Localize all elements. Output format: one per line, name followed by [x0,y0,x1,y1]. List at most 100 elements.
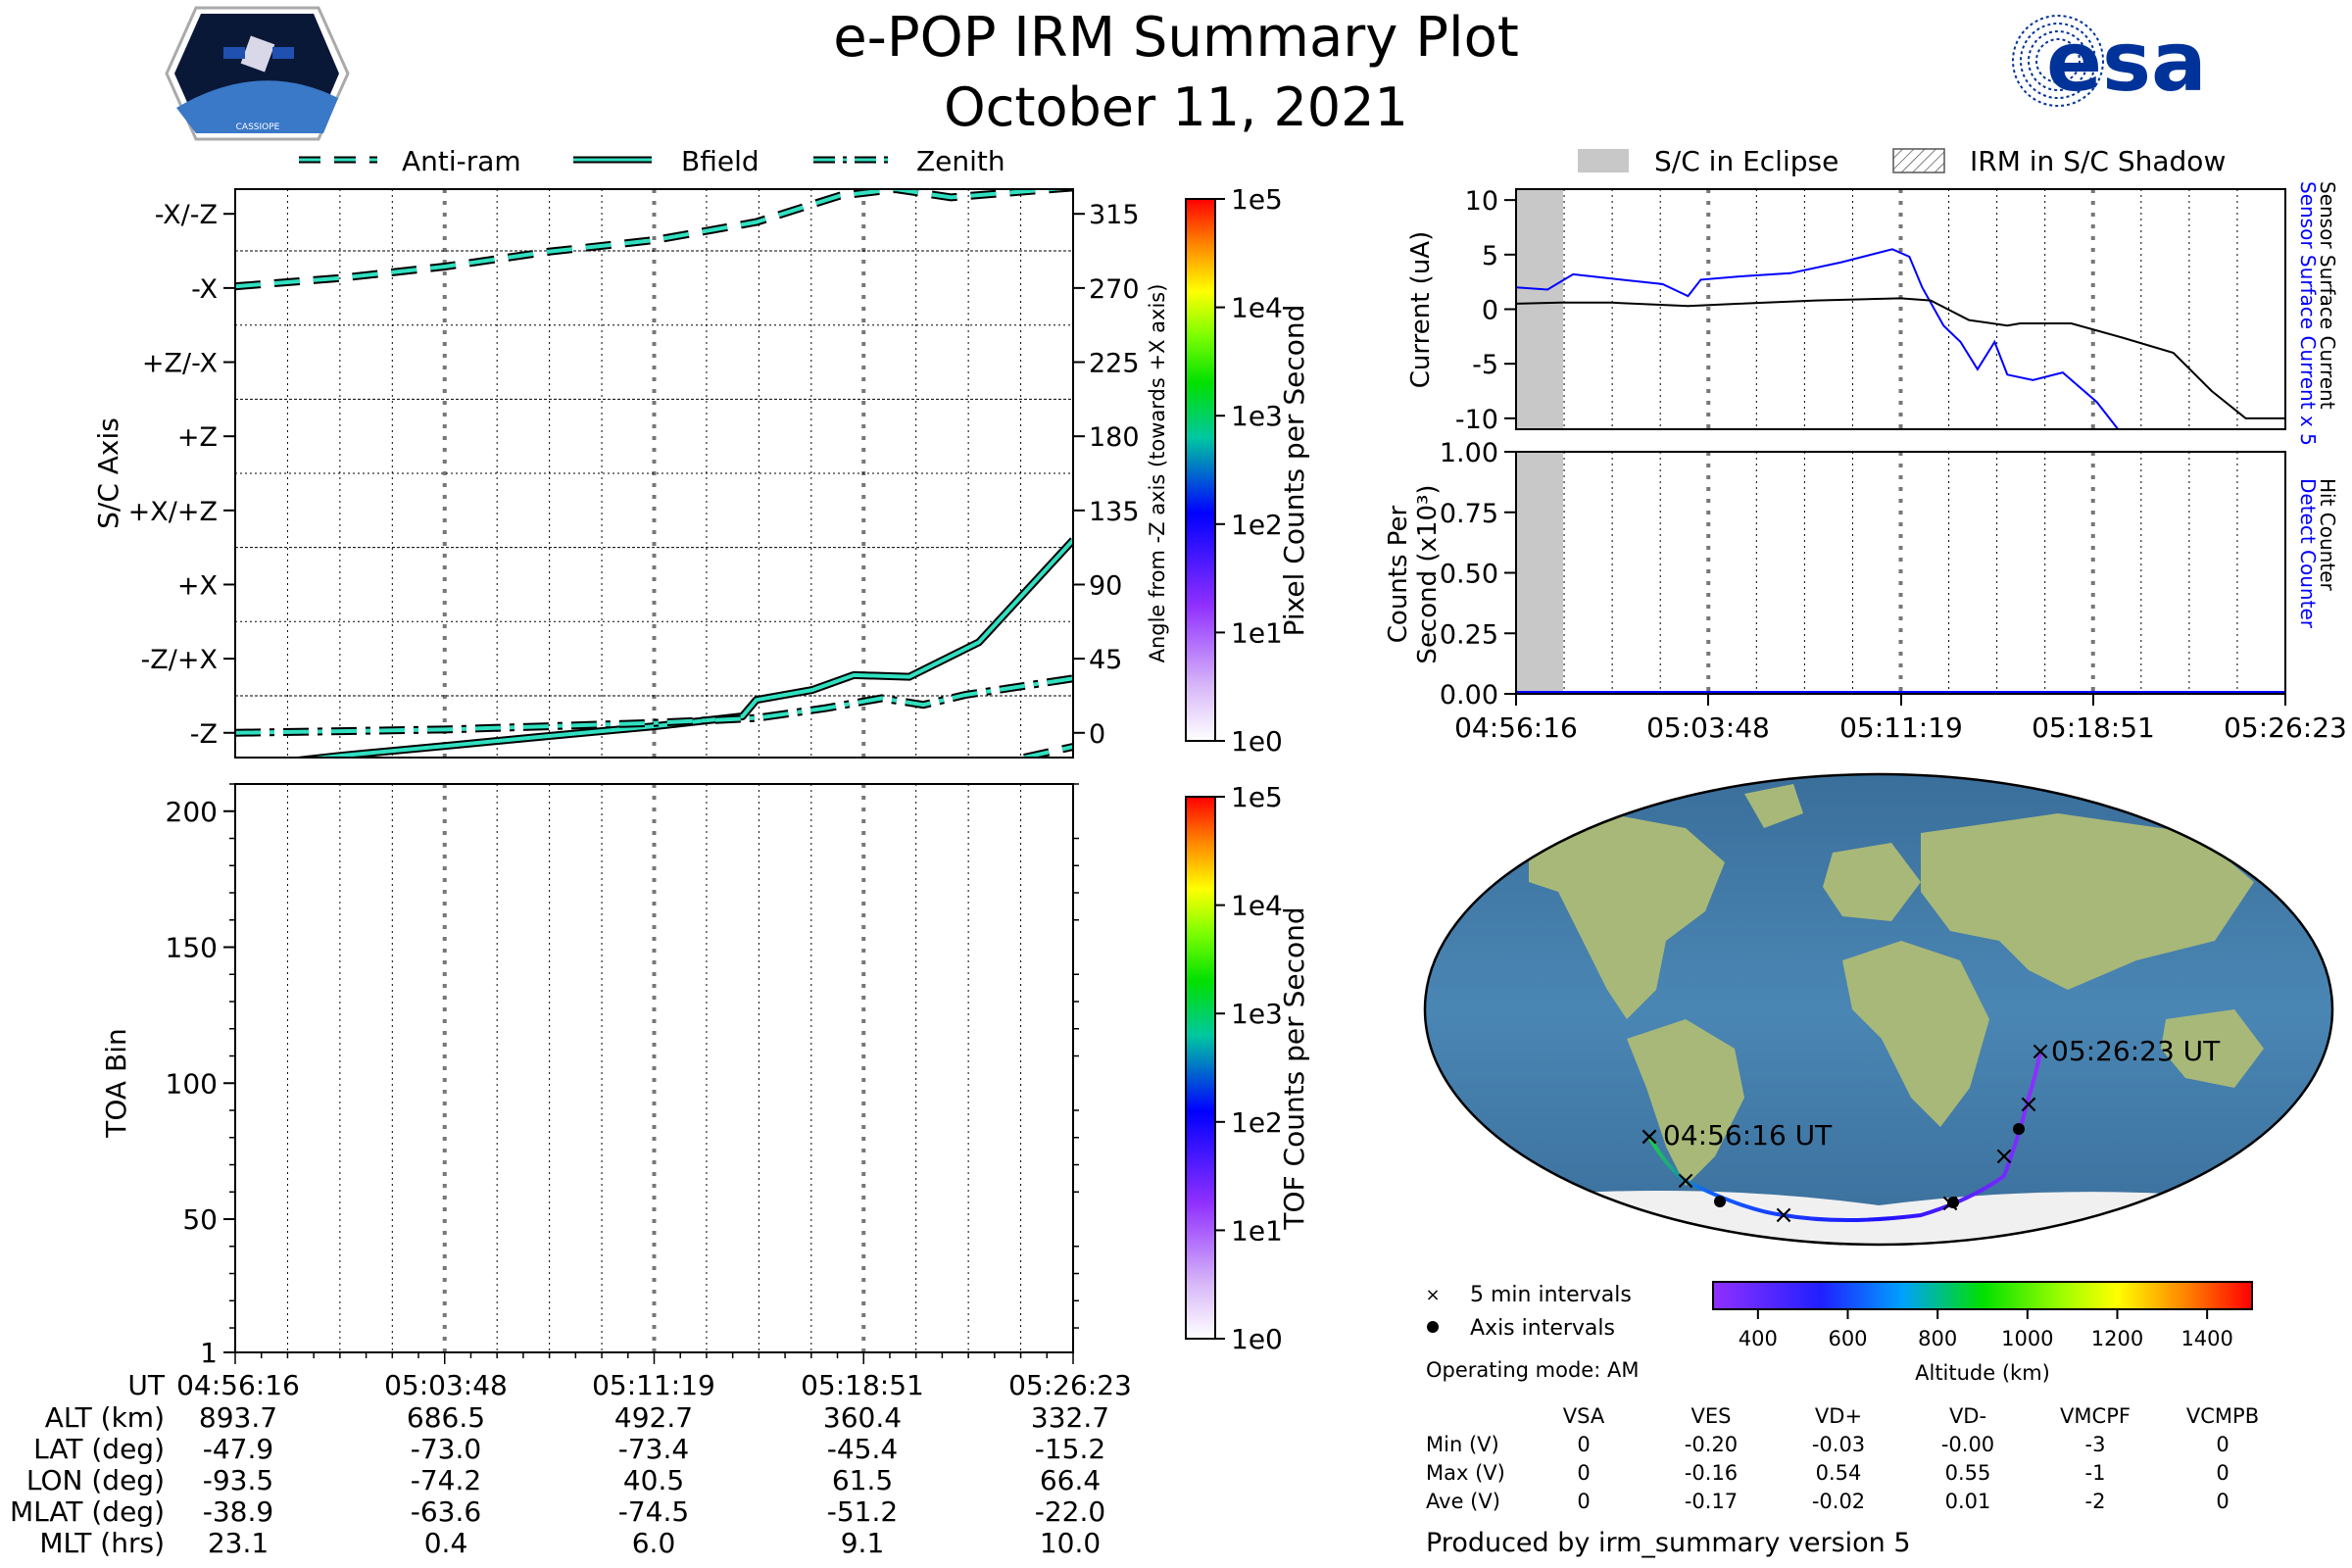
ephem-cell: 23.1 [208,1527,269,1559]
counts-tick-label: 0.75 [1440,499,1498,529]
counts-x-tick-label: 05:11:19 [1839,711,1963,744]
altitude-label: Altitude (km) [1915,1361,2050,1385]
altitude-tick-label: 400 [1739,1327,1778,1350]
voltage-cell: 0 [1577,1433,1590,1456]
pixel-colorbar-label: Pixel Counts per Second [1278,305,1310,637]
voltage-cell: -0.17 [1685,1490,1738,1513]
ephem-row-label: LAT (deg) [33,1433,165,1465]
voltage-cell: -0.16 [1685,1461,1738,1485]
page-date: October 11, 2021 [944,76,1408,138]
map-start-label: 04:56:16 UT [1663,1119,1833,1152]
ephem-cell: -15.2 [1035,1433,1105,1465]
ephem-cell: -22.0 [1035,1495,1105,1528]
map-border [1423,772,2334,1247]
legend-anti-ram: Anti-ram [402,145,521,177]
ephem-cell: -63.6 [411,1495,481,1528]
five-min-marker: × [1639,1122,1660,1152]
ephem-row-label: LON (deg) [26,1464,165,1496]
orbit-map: ×××××××× 04:56:16 UT 05:26:23 UT [1423,772,2334,1247]
legend-shadow: IRM in S/C Shadow [1970,145,2226,177]
five-min-marker: × [1639,1122,1660,1152]
axis-interval-marker [1947,1197,1959,1208]
bfield-line [306,538,1073,758]
altitude-tick-label: 800 [1918,1327,1957,1350]
anti-ram-line [235,189,1073,289]
tof-colorbar-label: TOF Counts per Second [1278,906,1310,1230]
counts-x-ticks: 04:56:16 05:03:48 05:11:19 05:18:51 05:26:23 [1454,694,2347,744]
axis-right-tick-label: 315 [1089,200,1140,230]
counts-x-tick-label: 05:18:51 [2032,711,2155,744]
axis-right-tick-label: 45 [1089,645,1122,675]
voltage-table: VSA VES VD+ VD- VMCPF VCMPB Min (V) 0 -0.20 -0.03… [1426,1404,2259,1513]
current-tick-label: -5 [1472,350,1498,380]
cassiope-logo: CASSIOPE [165,6,350,141]
counts-x-tick-label: 05:26:23 [2224,711,2347,744]
current-right-label-blue: Sensor Surface Current x 5 [2296,181,2320,446]
ephem-cell: 66.4 [1040,1464,1101,1496]
axis-left-tick-label: -X/-Z [155,200,218,230]
ephem-cell: -47.9 [203,1433,273,1465]
legend-zenith: Zenith [916,145,1005,177]
ephem-cell: 332.7 [1031,1401,1109,1434]
colorbar-tick-label: 1e0 [1231,725,1283,758]
current-tick-label: -10 [1455,405,1498,435]
altitude-tick-label: 1200 [2091,1327,2143,1350]
altitude-tick-label: 600 [1828,1327,1867,1350]
counts-tick-label: 1.00 [1440,438,1498,468]
eclipse-legend: S/C in Eclipse IRM in S/C Shadow [1578,145,2226,177]
axis-left-tick-label: +Z [177,422,218,453]
counts-x-tick-label: 05:03:48 [1646,711,1770,744]
axis-panel-frame [234,188,1074,759]
esa-logo-text: esa [2046,14,2207,110]
colorbar-tick-label: 1e2 [1231,1106,1283,1139]
ephem-time-tick: 05:18:51 [801,1369,924,1401]
axis-ylabel: S/C Axis [92,417,124,529]
axis-left-tick-label: -Z [190,719,218,750]
ephem-cell: -73.0 [411,1433,481,1465]
axis-left-tick-label: -Z/+X [141,645,218,675]
ephem-time-tick: 05:26:23 [1008,1369,1132,1401]
colorbar-tick-label: 1e2 [1231,509,1283,541]
voltage-cell: 0.01 [1945,1490,1991,1513]
voltage-cell: -2 [2085,1490,2106,1513]
axis-left-tick-label: -X [191,274,218,305]
voltage-cell: -3 [2085,1433,2106,1456]
counts-tick-label: 0.50 [1440,560,1498,590]
footer-text: Produced by irm_summary version 5 [1426,1528,1911,1558]
axis-panel: -X/-Z -X +Z/-X +Z +X/+Z +X -Z/+X -Z 315 270 225 18… [92,188,1169,759]
voltage-col-header: VSA [1563,1404,1605,1428]
continents [1529,784,2264,1186]
axis-grid [235,189,1073,758]
map-legend-axis: Axis intervals [1470,1316,1615,1341]
voltage-cell: 0 [1577,1490,1590,1513]
map-end-label: 05:26:23 UT [2051,1035,2221,1067]
toa-ticks: 200 150 100 50 1 [166,783,1079,1369]
legend-bfield: Bfield [681,145,760,177]
toa-ylabel: TOA Bin [100,1028,132,1138]
colorbar-tick-label: 1e1 [1231,616,1283,649]
colorbar-tick-label: 1e5 [1231,183,1283,216]
current-right-label-black: Sensor Surface Current [2316,181,2339,410]
counts-tick-label: 0.25 [1440,619,1498,650]
five-min-marker: × [1675,1166,1696,1196]
axis-right-label: Angle from -Z axis (towards +X axis) [1146,284,1169,663]
five-min-marker-icon: × [1425,1285,1440,1305]
surface-current-x5-line [1516,248,2120,429]
cassiope-logo-text: CASSIOPE [236,122,280,132]
legend-eclipse: S/C in Eclipse [1654,145,1838,177]
voltage-col-header: VD+ [1815,1404,1862,1428]
voltage-cell: 0 [1577,1461,1590,1485]
ephem-cell: -73.4 [618,1433,689,1465]
voltage-cell: 0 [2216,1490,2229,1513]
ephem-cell: -93.5 [203,1464,273,1496]
axis-interval-marker-icon [1427,1321,1439,1333]
current-tick-label: 10 [1465,186,1498,217]
voltage-row-label: Max (V) [1426,1461,1505,1485]
axis-interval-marker [2013,1123,2025,1135]
voltage-col-header: VD- [1949,1404,1986,1428]
current-ylabel: Current (uA) [1406,231,1436,388]
counts-panel: 1.00 0.75 0.50 0.25 0.00 Counts Per Second (… [1384,438,2339,710]
ephem-cell: -38.9 [203,1495,273,1528]
ephem-cell: 893.7 [199,1401,277,1434]
toa-panel: 200 150 100 50 1 TOA Bin [100,783,1079,1369]
